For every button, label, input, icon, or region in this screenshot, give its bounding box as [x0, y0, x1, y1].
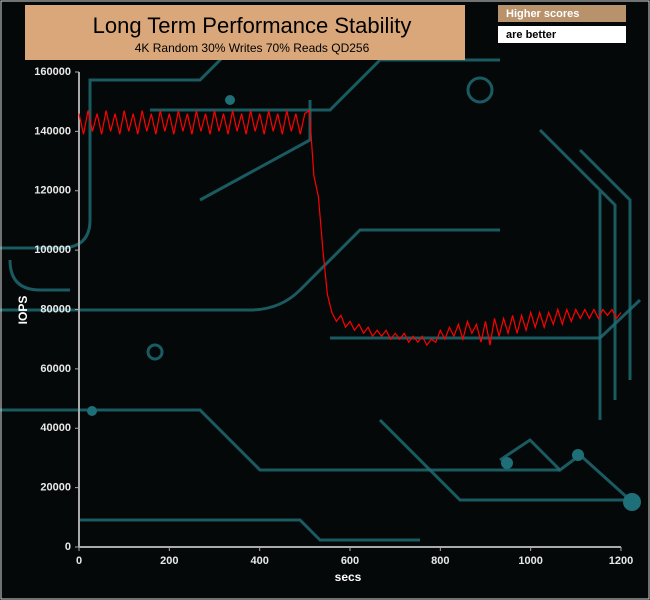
y-tick-label: 140000 [34, 125, 71, 137]
note-text: Higher scores [506, 8, 579, 20]
data-line [78, 109, 622, 347]
x-tick-label: 400 [250, 555, 268, 567]
y-tick-label: 60000 [40, 363, 71, 375]
title-box [25, 5, 465, 60]
x-tick-label: 1200 [609, 555, 633, 567]
circuit-decoration [0, 18, 642, 542]
x-tick-label: 800 [431, 555, 449, 567]
y-tick-label: 20000 [40, 482, 71, 494]
y-tick-label: 100000 [34, 244, 71, 256]
x-tick-label: 200 [160, 555, 178, 567]
note-box [498, 26, 626, 43]
chart-subtitle: 4K Random 30% Writes 70% Reads QD256 [135, 41, 370, 55]
note-text: are better [506, 29, 557, 41]
x-tick-label: 600 [341, 555, 359, 567]
note-box [498, 5, 626, 22]
x-tick-label: 1000 [518, 555, 542, 567]
y-axis-label: IOPS [16, 296, 30, 325]
y-tick-label: 40000 [40, 422, 71, 434]
y-tick-label: 80000 [40, 303, 71, 315]
y-tick-label: 0 [65, 541, 71, 553]
y-tick-label: 160000 [34, 66, 71, 78]
x-tick-label: 0 [76, 555, 82, 567]
chart-title: Long Term Performance Stability [93, 13, 412, 38]
y-tick-label: 120000 [34, 185, 71, 197]
x-axis-label: secs [335, 570, 362, 584]
